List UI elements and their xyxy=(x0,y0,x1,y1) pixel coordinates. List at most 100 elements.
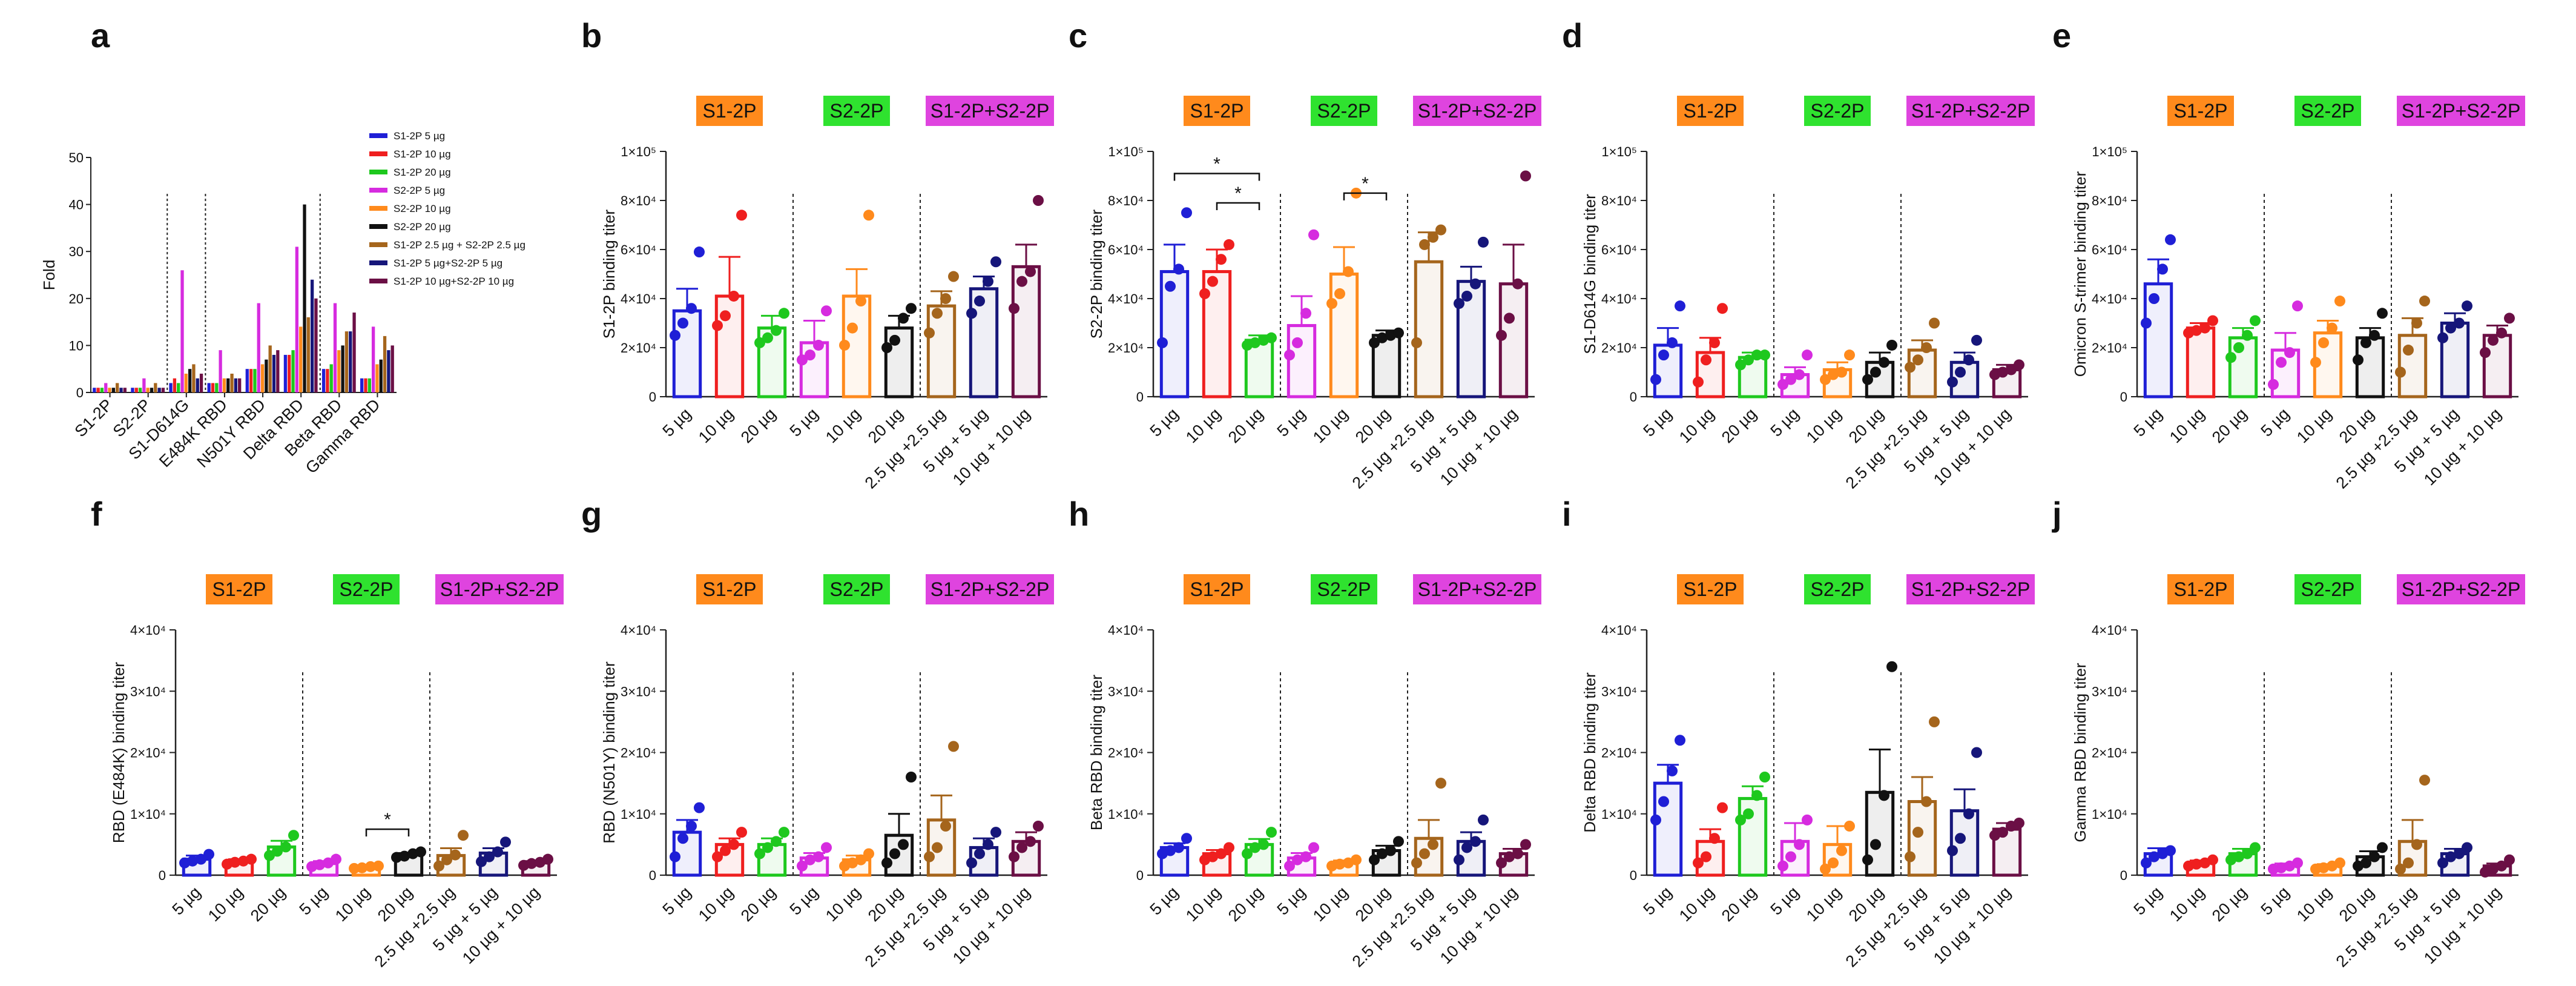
data-point xyxy=(1454,298,1464,309)
data-point xyxy=(2445,322,2456,334)
y-tick-label: 0 xyxy=(1630,389,1637,405)
data-point xyxy=(1667,337,1678,348)
data-point xyxy=(2488,863,2499,875)
panel-letter: e xyxy=(2052,16,2071,55)
data-point xyxy=(932,308,943,319)
data-point xyxy=(2141,317,2152,329)
x-tick-label: 5 µg xyxy=(786,883,822,919)
group-label-box xyxy=(2167,96,2234,126)
data-point xyxy=(1016,276,1027,287)
data-point xyxy=(2480,347,2491,359)
data-point xyxy=(1701,354,1711,366)
data-point xyxy=(966,308,977,319)
x-tick-label: 20 µg xyxy=(1718,883,1760,925)
fold-bar xyxy=(257,303,260,392)
data-point xyxy=(771,836,782,847)
data-point xyxy=(974,296,985,307)
data-point xyxy=(288,830,299,841)
data-point xyxy=(2242,329,2253,341)
data-point xyxy=(399,850,410,862)
group-label: S2-2P xyxy=(1317,100,1371,122)
data-point xyxy=(415,846,426,858)
data-point xyxy=(1658,796,1669,807)
y-tick-label: 4×10⁴ xyxy=(1108,291,1144,306)
data-point xyxy=(1242,848,1253,859)
data-point xyxy=(526,858,537,869)
group-label-box xyxy=(2397,574,2525,604)
data-point xyxy=(1844,349,1855,361)
y-tick-label: 2×10⁴ xyxy=(621,340,656,356)
group-label: S1-2P xyxy=(1190,100,1244,122)
x-tick-label: 20 µg xyxy=(737,883,779,925)
group-label: S1-2P+S2-2P xyxy=(931,100,1050,122)
y-tick-label: 1×10⁴ xyxy=(1601,807,1637,822)
data-point xyxy=(670,851,680,862)
mean-bar xyxy=(799,341,829,399)
fold-bar xyxy=(146,388,150,392)
data-point xyxy=(1777,379,1788,390)
data-point xyxy=(1300,308,1311,319)
x-tick-label: 10 µg xyxy=(1182,405,1224,446)
mean-bar xyxy=(1414,260,1444,399)
x-tick-label: 10 µg xyxy=(1803,405,1845,446)
data-point xyxy=(1250,337,1260,348)
data-point xyxy=(1870,366,1881,378)
data-point xyxy=(898,839,909,850)
panel-letter: f xyxy=(91,495,102,533)
data-point xyxy=(1650,814,1661,826)
panel-letter: d xyxy=(1562,16,1583,55)
x-tick-label: 20 µg xyxy=(2209,405,2250,446)
data-point xyxy=(1512,848,1523,859)
group-label: S2-2P xyxy=(830,100,884,122)
data-point xyxy=(1802,814,1813,826)
data-point xyxy=(1496,857,1507,869)
panel-c: c S1-2P S2-2P S1-2P+S2-2P 0 2×10⁴ 4×10⁴ 6×10⁴ 8×… xyxy=(1069,16,1541,492)
y-tick-label: 10 xyxy=(69,338,84,353)
y-tick-label: 4×10⁴ xyxy=(1108,623,1144,638)
data-point xyxy=(1369,337,1380,348)
legend-entry: S2-2P 10 µg xyxy=(394,203,451,214)
data-point xyxy=(1905,851,1916,862)
data-point xyxy=(1520,839,1531,850)
significance-star: * xyxy=(384,810,391,830)
data-point xyxy=(1912,827,1923,838)
y-tick-label: 6×10⁴ xyxy=(621,242,656,257)
data-point xyxy=(805,349,815,361)
legend-swatch xyxy=(369,224,387,229)
data-point xyxy=(1308,229,1319,240)
data-point xyxy=(1828,369,1839,380)
y-tick-label: 8×10⁴ xyxy=(1601,193,1637,208)
data-point xyxy=(1216,254,1227,265)
y-tick-label: 0 xyxy=(1630,868,1637,883)
group-label-box xyxy=(1184,96,1250,126)
data-point xyxy=(1009,851,1020,862)
data-point xyxy=(349,862,360,874)
y-tick-label: 4×10⁴ xyxy=(621,291,656,306)
data-point xyxy=(1250,842,1260,853)
data-point xyxy=(1820,374,1831,385)
data-point xyxy=(280,841,291,853)
fold-bar xyxy=(379,359,383,392)
fold-bar xyxy=(349,331,352,392)
fold-bar xyxy=(188,369,192,392)
data-point xyxy=(2276,862,2287,873)
data-point xyxy=(1266,827,1277,838)
data-point xyxy=(1751,790,1762,801)
legend-swatch xyxy=(369,170,387,174)
data-point xyxy=(2165,234,2176,245)
y-tick-label: 3×10⁴ xyxy=(1601,684,1637,699)
data-point xyxy=(1461,842,1472,853)
x-tick-label: 10 µg xyxy=(822,883,864,925)
legend-swatch xyxy=(369,206,387,211)
group-label: S1-2P+S2-2P xyxy=(2402,578,2521,600)
data-point xyxy=(1504,851,1515,862)
data-point xyxy=(441,854,452,865)
significance-bracket xyxy=(1343,192,1388,200)
y-tick-label: 40 xyxy=(69,197,84,213)
x-tick-label: 5 µg xyxy=(659,405,694,440)
y-tick-label: 8×10⁴ xyxy=(1108,193,1144,208)
y-tick-label: 4×10⁴ xyxy=(130,623,166,638)
data-point xyxy=(1326,298,1337,309)
y-tick-label: 2×10⁴ xyxy=(2092,746,2127,761)
data-point xyxy=(2006,364,2017,376)
